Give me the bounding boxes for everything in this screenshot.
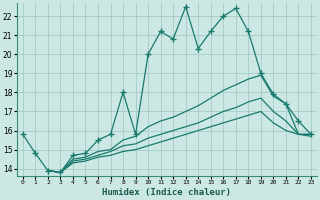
X-axis label: Humidex (Indice chaleur): Humidex (Indice chaleur) [102,188,231,197]
